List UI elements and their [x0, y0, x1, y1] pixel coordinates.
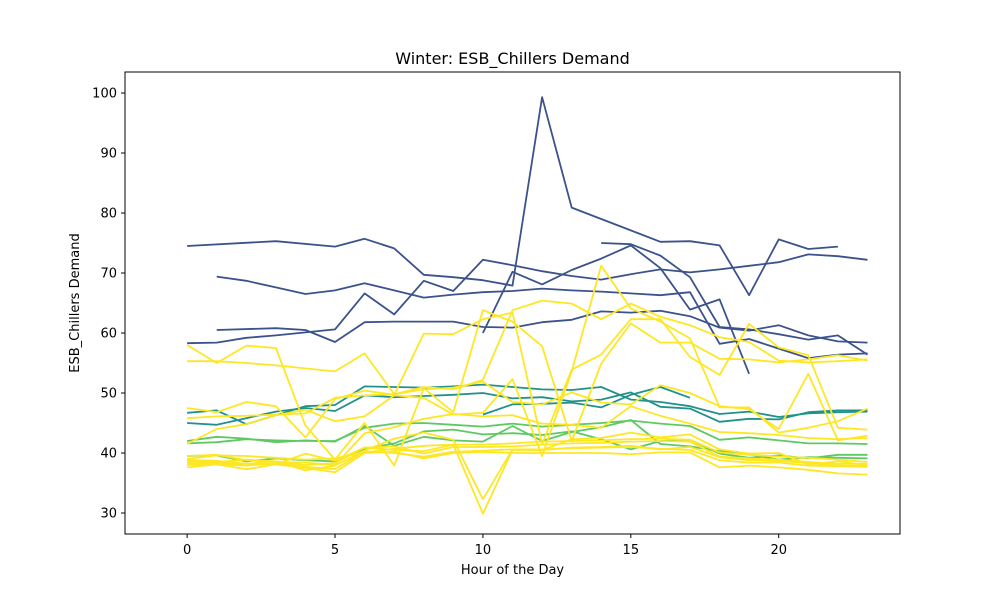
series-line-4	[216, 309, 868, 344]
series-line-5	[482, 244, 750, 375]
y-tick-label: 50	[100, 387, 117, 402]
x-tick-label: 15	[623, 543, 640, 558]
y-tick-label: 100	[92, 87, 117, 102]
x-tick-label: 0	[183, 543, 191, 558]
x-tick-label: 20	[770, 543, 787, 558]
series-line-17	[187, 372, 868, 442]
y-tick-label: 40	[100, 447, 117, 462]
series-line-6	[601, 242, 868, 356]
series-line-3	[187, 253, 868, 345]
y-tick-label: 60	[100, 327, 117, 342]
series-line-21	[187, 446, 868, 471]
y-tick-label: 90	[100, 147, 117, 162]
y-axis-title: ESB_Chillers Demand	[68, 233, 83, 372]
series-line-24	[187, 440, 868, 466]
y-tick-label: 30	[100, 507, 117, 522]
x-tick-label: 10	[475, 543, 492, 558]
x-tick-label: 5	[331, 543, 339, 558]
x-axis-title: Hour of the Day	[461, 563, 565, 578]
series-line-14	[186, 309, 868, 467]
y-axis: 30 40 50 60 70 80 90 100	[92, 87, 125, 522]
plot-frame	[124, 71, 901, 535]
chart-title: Winter: ESB_Chillers Demand	[395, 49, 630, 69]
series-line-18	[187, 405, 868, 466]
series-line-15	[186, 311, 868, 445]
y-tick-label: 70	[100, 267, 117, 282]
series-line-8	[187, 391, 868, 426]
series-line-2	[216, 275, 868, 360]
series-line-1	[187, 96, 838, 297]
series-line-23	[186, 437, 868, 463]
series-line-13	[187, 299, 868, 396]
series-line-22	[187, 450, 868, 476]
y-tick-label: 80	[100, 207, 117, 222]
series-layer	[186, 96, 868, 515]
x-axis: 0 5 10 15 20	[183, 534, 787, 558]
